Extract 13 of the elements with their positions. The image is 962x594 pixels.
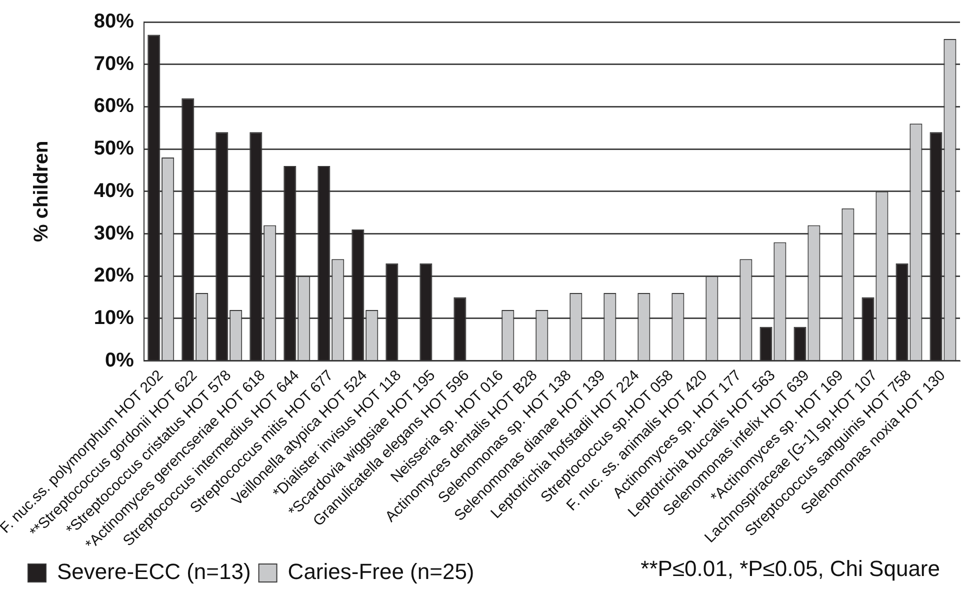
y-tick-label: 10% xyxy=(94,306,134,329)
legend-label: Caries-Free (n=25) xyxy=(288,559,474,584)
y-tick-label: 60% xyxy=(94,95,134,118)
y-tick-label: 70% xyxy=(94,52,134,75)
y-axis-title: % children xyxy=(30,140,52,242)
y-tick-label: 40% xyxy=(94,180,134,202)
legend-label: Severe-ECC (n=13) xyxy=(57,559,251,584)
y-tick-label: 50% xyxy=(94,138,134,160)
y-tick-label: 80% xyxy=(94,10,134,33)
y-tick-label: 20% xyxy=(94,264,134,287)
y-tick-label: 30% xyxy=(94,222,134,244)
text: **P≤0.01, *P≤0.05, Chi Square xyxy=(640,556,940,582)
y-tick-label: 0% xyxy=(104,349,134,372)
